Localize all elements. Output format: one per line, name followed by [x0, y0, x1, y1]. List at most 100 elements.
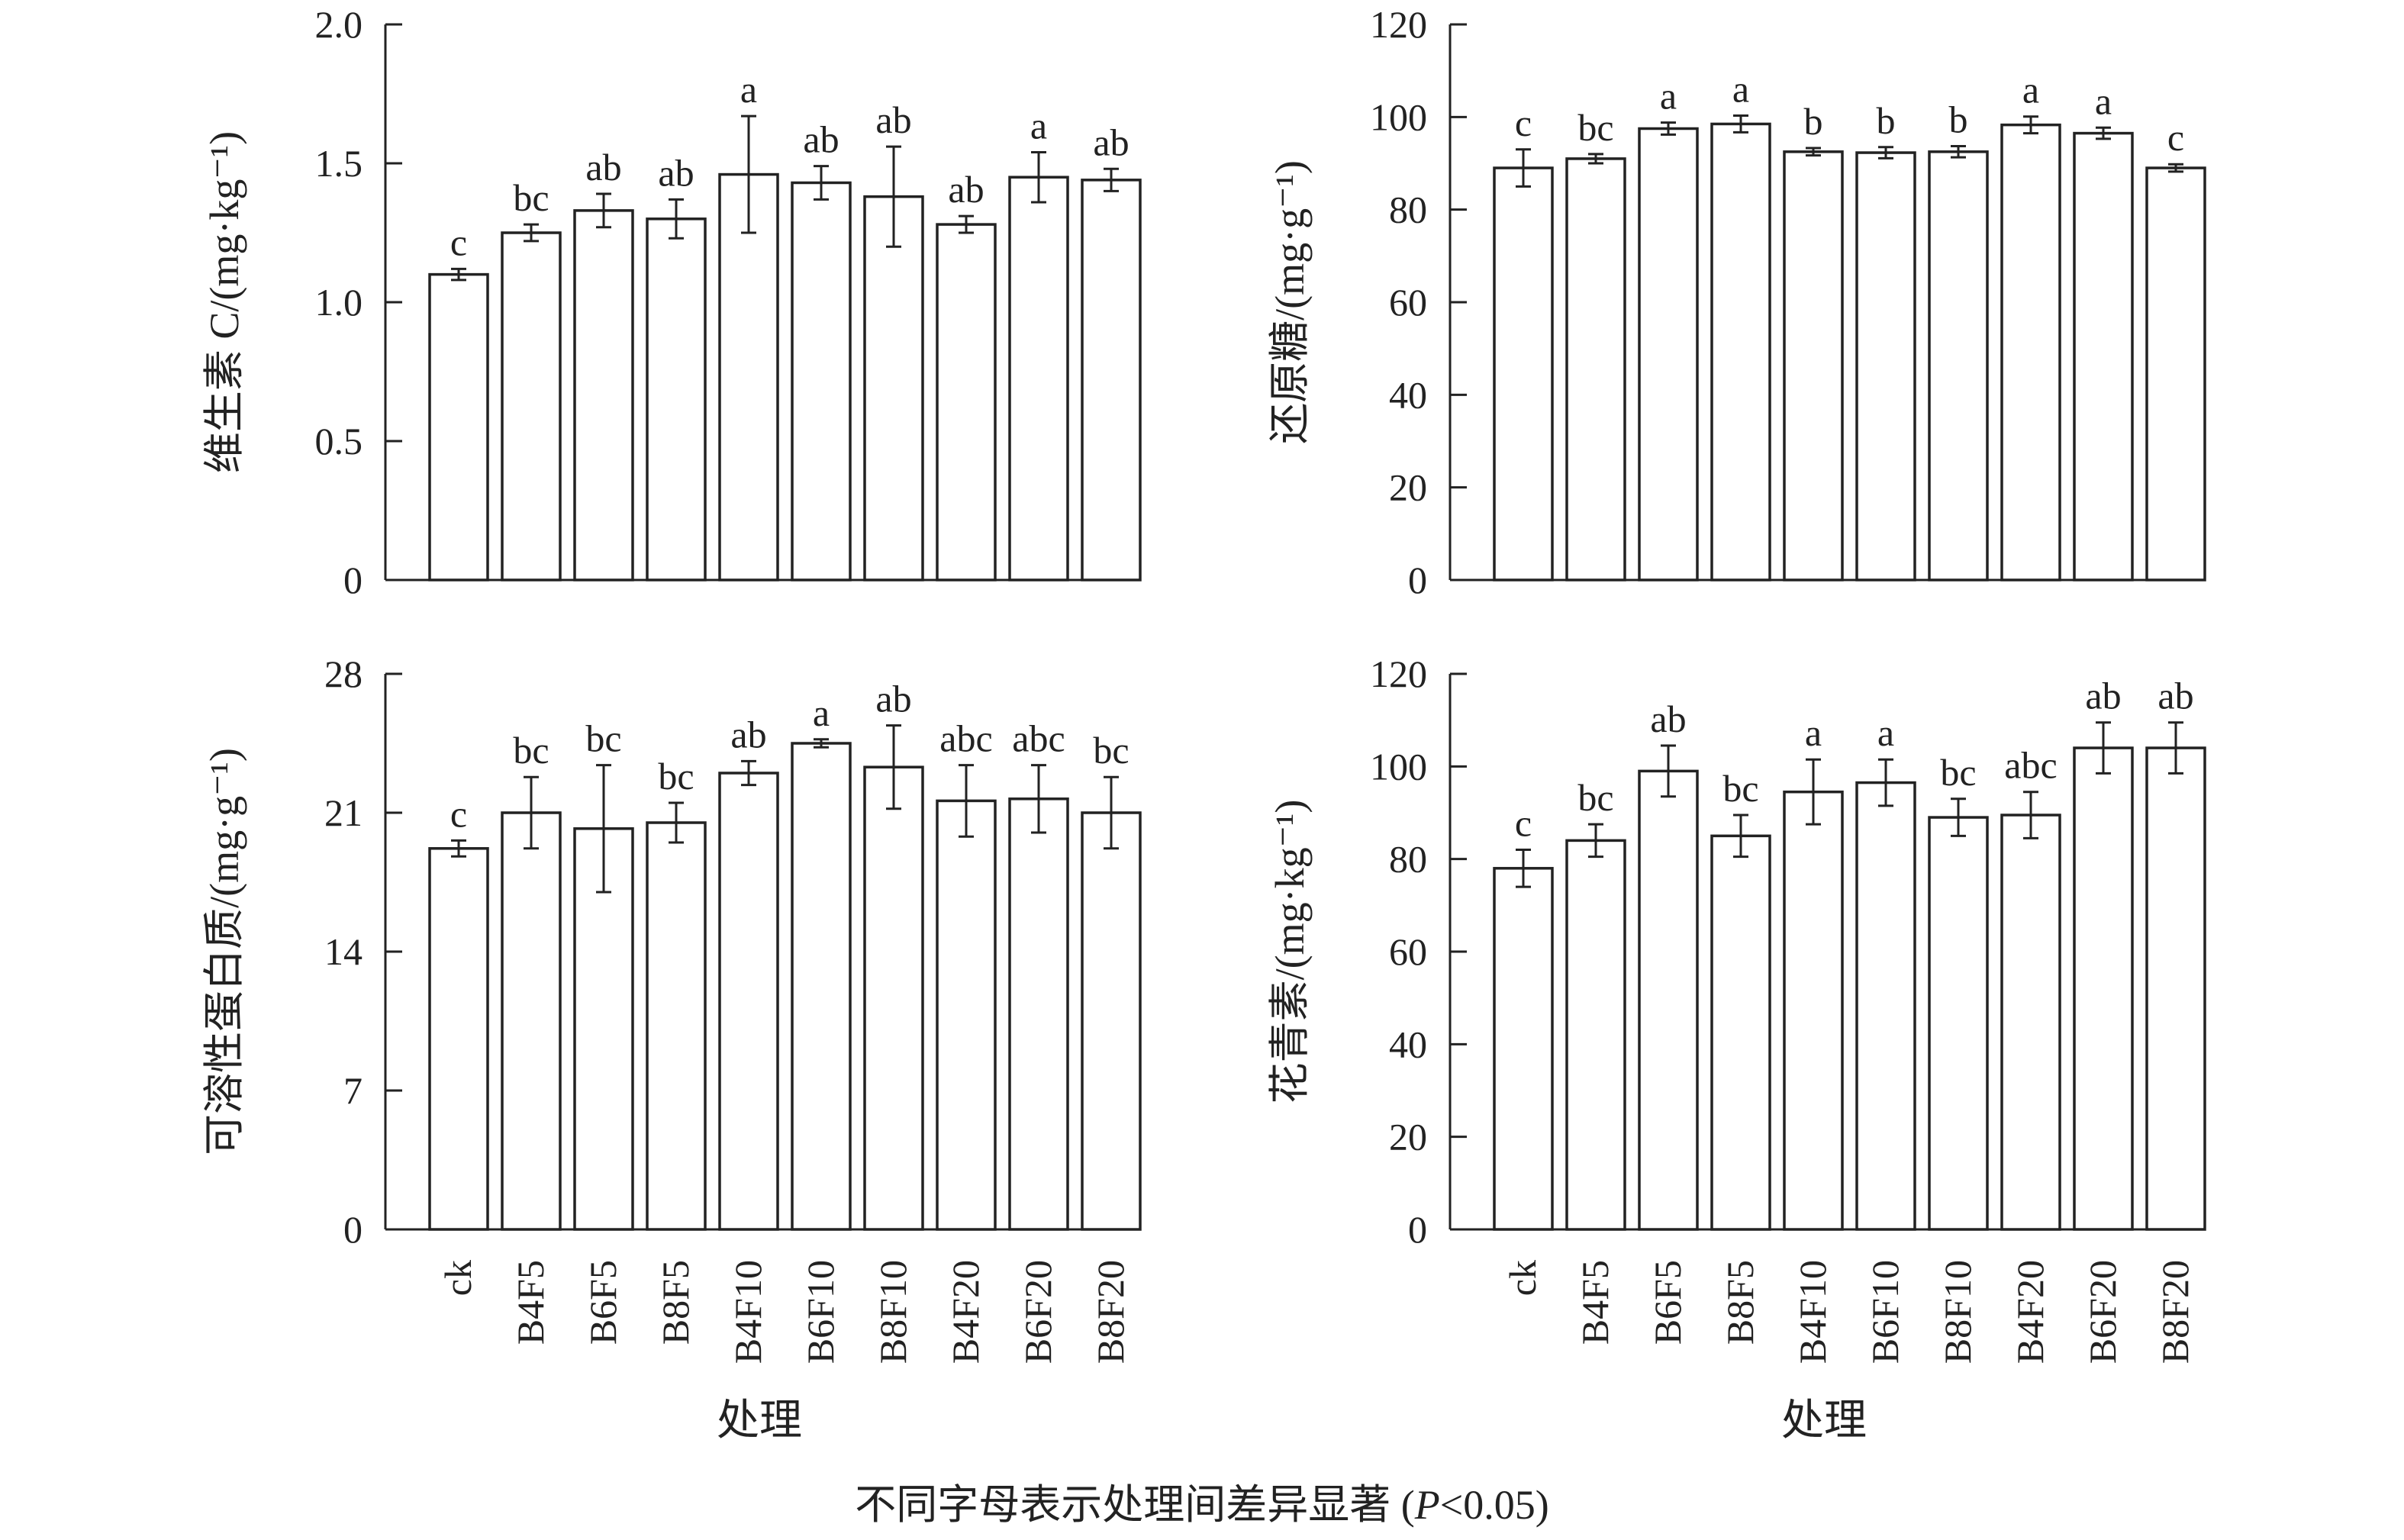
- y-tick-label: 100: [1370, 745, 1427, 788]
- bar-B4F20: [2000, 813, 2061, 1231]
- y-tick-label: 0: [1408, 559, 1427, 601]
- bar-B8F20: [2145, 166, 2206, 582]
- y-tick-label: 7: [343, 1069, 363, 1112]
- x-tick-label-B4F20: B4F20: [2009, 1260, 2051, 1364]
- y-tick-label: 60: [1389, 930, 1427, 973]
- bar-B8F20: [2145, 746, 2206, 1231]
- bar-ck: [428, 847, 489, 1231]
- significance-letter-B8F5: bc: [658, 755, 694, 797]
- bar-B6F5: [573, 827, 634, 1231]
- bar-B8F20: [1081, 811, 1142, 1231]
- x-tick-label-B4F10: B4F10: [1791, 1260, 1834, 1364]
- significance-letter-ck: c: [1515, 802, 1532, 845]
- x-tick-label-B6F20: B6F20: [1017, 1260, 1059, 1364]
- x-tick-label-B6F5: B6F5: [1646, 1260, 1689, 1345]
- bar-B4F5: [501, 231, 562, 582]
- bar-B6F5: [1638, 127, 1699, 582]
- bar-B8F10: [863, 765, 924, 1231]
- bar-B6F20: [1008, 797, 1069, 1231]
- significance-letter-B6F10: a: [1877, 711, 1894, 754]
- significance-letter-B6F5: bc: [585, 717, 621, 760]
- significance-letter-B4F10: b: [1804, 100, 1823, 143]
- bar-B8F10: [1928, 816, 1989, 1231]
- significance-letter-B8F20: bc: [1093, 729, 1129, 772]
- significance-letter-B4F10: a: [1805, 711, 1822, 754]
- bar-B6F10: [791, 181, 852, 582]
- y-tick-label: 40: [1389, 373, 1427, 416]
- bar-B6F10: [1855, 781, 1916, 1231]
- significance-letter-B6F5: ab: [1650, 698, 1686, 740]
- significance-letter-B6F5: a: [1660, 75, 1677, 118]
- y-axis-label: 可溶性蛋白质/(mg·g⁻¹): [201, 748, 247, 1155]
- bar-B8F5: [646, 217, 707, 582]
- x-tick-label-B6F10: B6F10: [1864, 1260, 1906, 1364]
- bar-B4F10: [718, 172, 779, 582]
- chart-panel-4: 0 20 40 60 80 100 120 花青素/(mg·kg⁻¹) c ck bc B4F5 ab B…: [1267, 652, 2206, 1445]
- x-tick-label-B8F5: B8F5: [654, 1260, 697, 1345]
- x-tick-label-B4F5: B4F5: [509, 1260, 552, 1345]
- bar-B8F5: [646, 821, 707, 1231]
- bar-B4F5: [501, 811, 562, 1231]
- y-tick-label: 20: [1389, 466, 1427, 509]
- x-tick-label-B4F10: B4F10: [727, 1260, 769, 1364]
- bar-ck: [428, 272, 489, 582]
- significance-letter-B4F10: a: [740, 68, 757, 111]
- significance-letter-ck: c: [450, 221, 467, 263]
- y-tick-label: 120: [1370, 652, 1427, 695]
- significance-letter-B6F10: b: [1877, 99, 1896, 142]
- y-tick-label: 2.0: [315, 3, 363, 46]
- significance-letter-B4F5: bc: [513, 176, 549, 219]
- significance-letter-B6F5: ab: [585, 146, 621, 188]
- bar-B8F10: [1928, 150, 1989, 582]
- significance-letter-B8F20: c: [2167, 116, 2184, 159]
- figure-caption: 不同字母表示处理间差异显著 (P<0.05): [855, 1482, 1548, 1528]
- y-tick-label: 14: [324, 930, 363, 973]
- y-tick-label: 0.5: [315, 420, 363, 462]
- y-tick-label: 80: [1389, 838, 1427, 881]
- x-tick-label-B6F20: B6F20: [2081, 1260, 2124, 1364]
- significance-letter-B8F10: ab: [875, 678, 911, 720]
- significance-letter-B4F10: ab: [730, 713, 766, 756]
- significance-letter-B8F10: ab: [875, 98, 911, 141]
- y-axis-label: 维生素 C/(mg·kg⁻¹): [201, 131, 247, 473]
- significance-letter-B4F20: abc: [2004, 744, 2057, 787]
- significance-letter-B8F10: bc: [1940, 751, 1976, 794]
- x-tick-label-B4F5: B4F5: [1574, 1260, 1616, 1345]
- significance-letter-B4F5: bc: [1577, 776, 1613, 819]
- bar-B8F5: [1710, 122, 1771, 582]
- bar-B8F10: [863, 195, 924, 582]
- x-tick-label-B6F10: B6F10: [799, 1260, 842, 1364]
- bar-B4F10: [718, 772, 779, 1231]
- y-tick-label: 120: [1370, 3, 1427, 46]
- chart-panel-2: 0 20 40 60 80 100 120 还原糖/(mg·g⁻¹) c bc a a b b b a a c: [1267, 3, 2206, 601]
- significance-letter-B8F20: ab: [1093, 121, 1129, 163]
- x-tick-label-B8F5: B8F5: [1719, 1260, 1761, 1345]
- bar-B4F20: [936, 799, 997, 1231]
- bar-B6F10: [791, 742, 852, 1231]
- y-tick-label: 21: [324, 791, 363, 834]
- significance-letter-B8F5: bc: [1722, 767, 1758, 810]
- y-tick-label: 60: [1389, 281, 1427, 324]
- x-tick-label-B8F20: B8F20: [2154, 1260, 2196, 1364]
- bar-B4F5: [1565, 839, 1626, 1231]
- bar-B4F20: [936, 223, 997, 582]
- bar-B8F5: [1710, 834, 1771, 1231]
- y-tick-label: 0: [343, 1208, 363, 1251]
- significance-letter-B6F10: a: [813, 691, 830, 734]
- significance-letter-ck: c: [1515, 101, 1532, 144]
- bar-B4F5: [1565, 157, 1626, 582]
- bar-B8F20: [1081, 179, 1142, 582]
- x-tick-label-ck: ck: [437, 1260, 479, 1296]
- x-tick-label-B8F20: B8F20: [1089, 1260, 1132, 1364]
- x-tick-label-B8F10: B8F10: [1936, 1260, 1979, 1364]
- y-tick-label: 1.0: [315, 281, 363, 324]
- y-tick-label: 40: [1389, 1023, 1427, 1065]
- x-tick-label-B8F10: B8F10: [872, 1260, 914, 1364]
- y-tick-label: 1.5: [315, 142, 363, 185]
- x-tick-label-ck: ck: [1501, 1260, 1544, 1296]
- significance-letter-B6F20: ab: [2085, 675, 2121, 717]
- bar-B6F20: [1008, 176, 1069, 582]
